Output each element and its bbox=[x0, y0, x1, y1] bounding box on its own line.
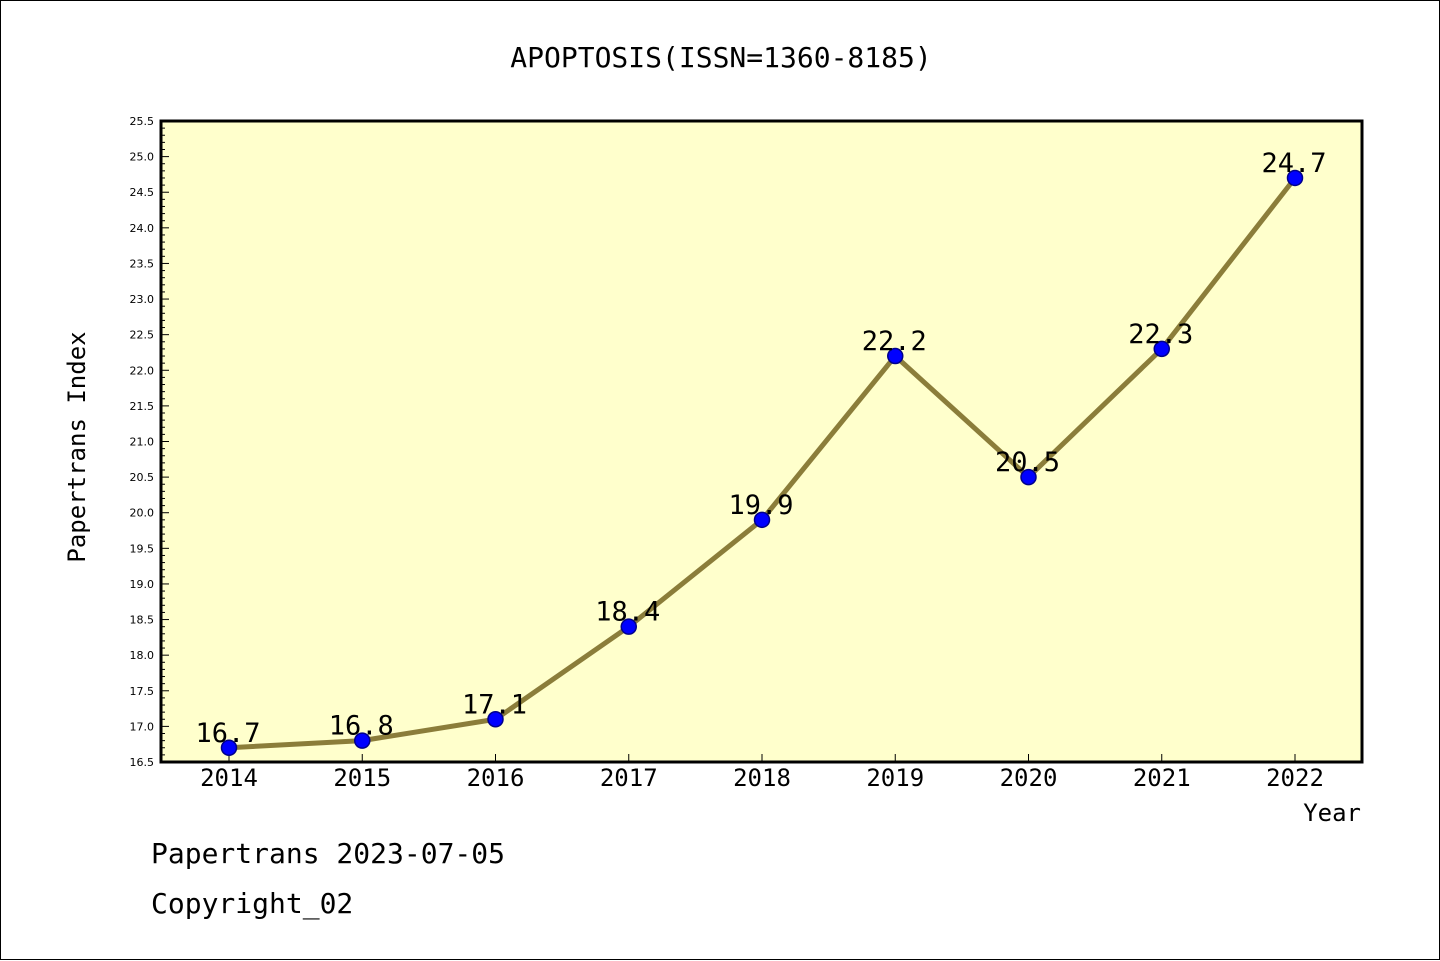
data-labels: 16.7 16.8 17.1 18.4 19.9 22.2 20.5 22.3 24.7 bbox=[195, 148, 1326, 749]
data-label: 24.7 bbox=[1261, 148, 1326, 179]
x-tick-label: 2015 bbox=[333, 764, 391, 792]
data-label: 18.4 bbox=[595, 597, 660, 628]
y-tick-label: 22.0 bbox=[130, 364, 155, 377]
y-tick-label: 23.0 bbox=[130, 293, 155, 306]
data-label: 16.7 bbox=[195, 718, 260, 749]
y-tick-label: 24.0 bbox=[130, 222, 155, 235]
y-tick-label: 23.5 bbox=[130, 257, 155, 270]
y-tick-label: 16.5 bbox=[130, 756, 155, 769]
y-tick-label: 17.5 bbox=[130, 685, 155, 698]
data-point bbox=[887, 347, 904, 365]
x-tick-label: 2021 bbox=[1133, 764, 1191, 792]
x-axis-label: Year bbox=[1303, 799, 1361, 827]
y-axis-label: Papertrans Index bbox=[63, 331, 91, 562]
y-tick-label: 25.5 bbox=[130, 115, 155, 128]
footer-copyright: Copyright_02 bbox=[151, 887, 354, 920]
data-label: 20.5 bbox=[995, 447, 1060, 478]
footer-date: Papertrans 2023-07-05 bbox=[151, 837, 506, 870]
y-tick-label: 22.5 bbox=[130, 329, 155, 342]
x-axis: 2014 2015 2016 2017 2018 2019 2020 2021 2022 bbox=[200, 754, 1324, 792]
y-tick-label: 20.5 bbox=[130, 471, 155, 484]
data-label: 17.1 bbox=[462, 689, 527, 720]
data-label: 22.2 bbox=[862, 326, 927, 357]
x-tick-label: 2017 bbox=[600, 764, 658, 792]
data-point bbox=[620, 618, 637, 635]
plot-area bbox=[159, 119, 1364, 764]
y-tick-label: 18.5 bbox=[130, 614, 155, 627]
x-tick-label: 2019 bbox=[866, 764, 924, 792]
data-point bbox=[220, 739, 238, 757]
data-point bbox=[1020, 468, 1037, 486]
x-tick-label: 2016 bbox=[467, 764, 525, 792]
data-points bbox=[220, 169, 1304, 757]
y-tick-label: 21.5 bbox=[130, 400, 155, 413]
data-point bbox=[1153, 340, 1170, 358]
x-tick-label: 2020 bbox=[1000, 764, 1058, 792]
y-axis: 16.5 17.0 17.5 18.0 18.5 19.0 19.5 20.0 20.5 21.0… bbox=[130, 115, 169, 769]
y-tick-label: 19.0 bbox=[130, 578, 155, 591]
data-label: 19.9 bbox=[728, 490, 793, 521]
x-tick-label: 2014 bbox=[200, 764, 258, 792]
y-tick-label: 18.0 bbox=[130, 649, 155, 662]
data-point bbox=[753, 511, 771, 529]
data-label: 16.8 bbox=[329, 711, 394, 742]
y-tick-label: 25.0 bbox=[130, 151, 155, 164]
y-tick-label: 17.0 bbox=[130, 720, 155, 733]
x-tick-label: 2022 bbox=[1266, 764, 1324, 792]
chart-title: APOPTOSIS(ISSN=1360-8185) bbox=[510, 41, 931, 74]
y-tick-label: 24.5 bbox=[130, 186, 155, 199]
y-tick-label: 20.0 bbox=[130, 507, 155, 520]
y-tick-label: 21.0 bbox=[130, 436, 155, 449]
data-point bbox=[487, 711, 504, 728]
x-tick-label: 2018 bbox=[733, 764, 791, 792]
y-tick-label: 19.5 bbox=[130, 542, 155, 555]
data-label: 22.3 bbox=[1128, 319, 1193, 350]
data-point bbox=[1286, 169, 1304, 187]
data-point bbox=[354, 732, 371, 749]
